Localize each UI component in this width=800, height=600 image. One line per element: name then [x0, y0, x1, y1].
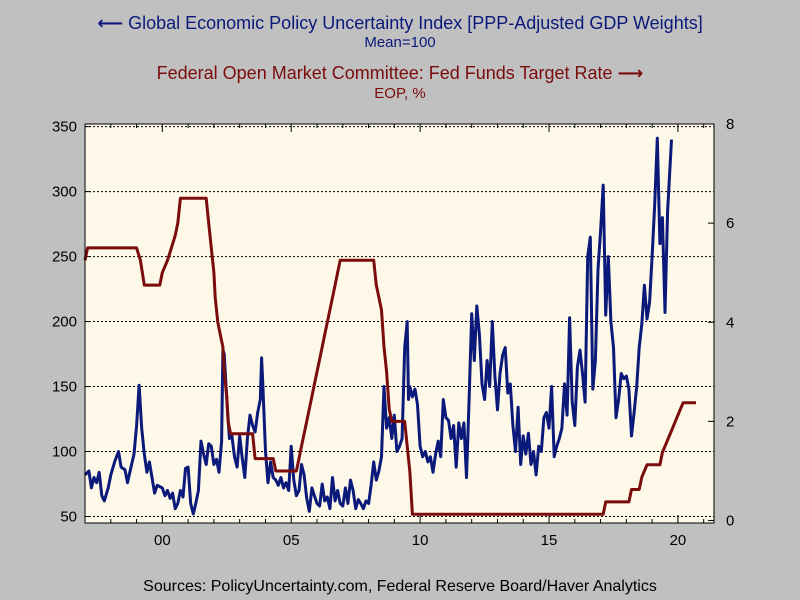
x-tick-label: 15 — [541, 532, 558, 549]
x-tick-label: 00 — [154, 532, 171, 549]
legend-series-epu: ⟵ Global Economic Policy Uncertainty Ind… — [0, 13, 800, 34]
y-left-tick-label: 50 — [60, 509, 77, 526]
y-left-tick-label: 350 — [52, 119, 77, 136]
plot-frame — [84, 123, 715, 524]
y-left-tick-label: 250 — [52, 249, 77, 266]
right-arrow-icon: ⟶ — [617, 63, 644, 83]
y-right-tick-label: 2 — [726, 413, 734, 430]
source-note: Sources: PolicyUncertainty.com, Federal … — [143, 578, 657, 595]
left-arrow-icon: ⟵ — [97, 13, 124, 33]
x-tick-label: 10 — [412, 532, 429, 549]
y-left-tick-label: 300 — [52, 184, 77, 201]
series-line-fed-funds-rate — [83, 196, 696, 516]
plot-area — [85, 124, 714, 523]
y-right-tick-label: 8 — [726, 116, 734, 133]
series-line-epu-index — [83, 136, 673, 516]
y-left-tick-label: 200 — [52, 314, 77, 331]
y-left-tick-label: 100 — [52, 444, 77, 461]
x-tick-label: 20 — [670, 532, 687, 549]
legend-series-fedfunds: Federal Open Market Committee: Fed Funds… — [0, 63, 800, 84]
y-left-tick-label: 150 — [52, 379, 77, 396]
legend-epu-subtitle: Mean=100 — [364, 34, 436, 51]
legend-epu-label: Global Economic Policy Uncertainty Index… — [128, 13, 703, 33]
y-right-tick-label: 0 — [726, 513, 734, 530]
x-tick-label: 05 — [283, 532, 300, 549]
y-right-tick-label: 6 — [726, 215, 734, 232]
legend-fedfunds-subtitle: EOP, % — [374, 85, 426, 102]
legend-fedfunds-label: Federal Open Market Committee: Fed Funds… — [156, 63, 613, 83]
y-right-tick-label: 4 — [726, 314, 734, 331]
